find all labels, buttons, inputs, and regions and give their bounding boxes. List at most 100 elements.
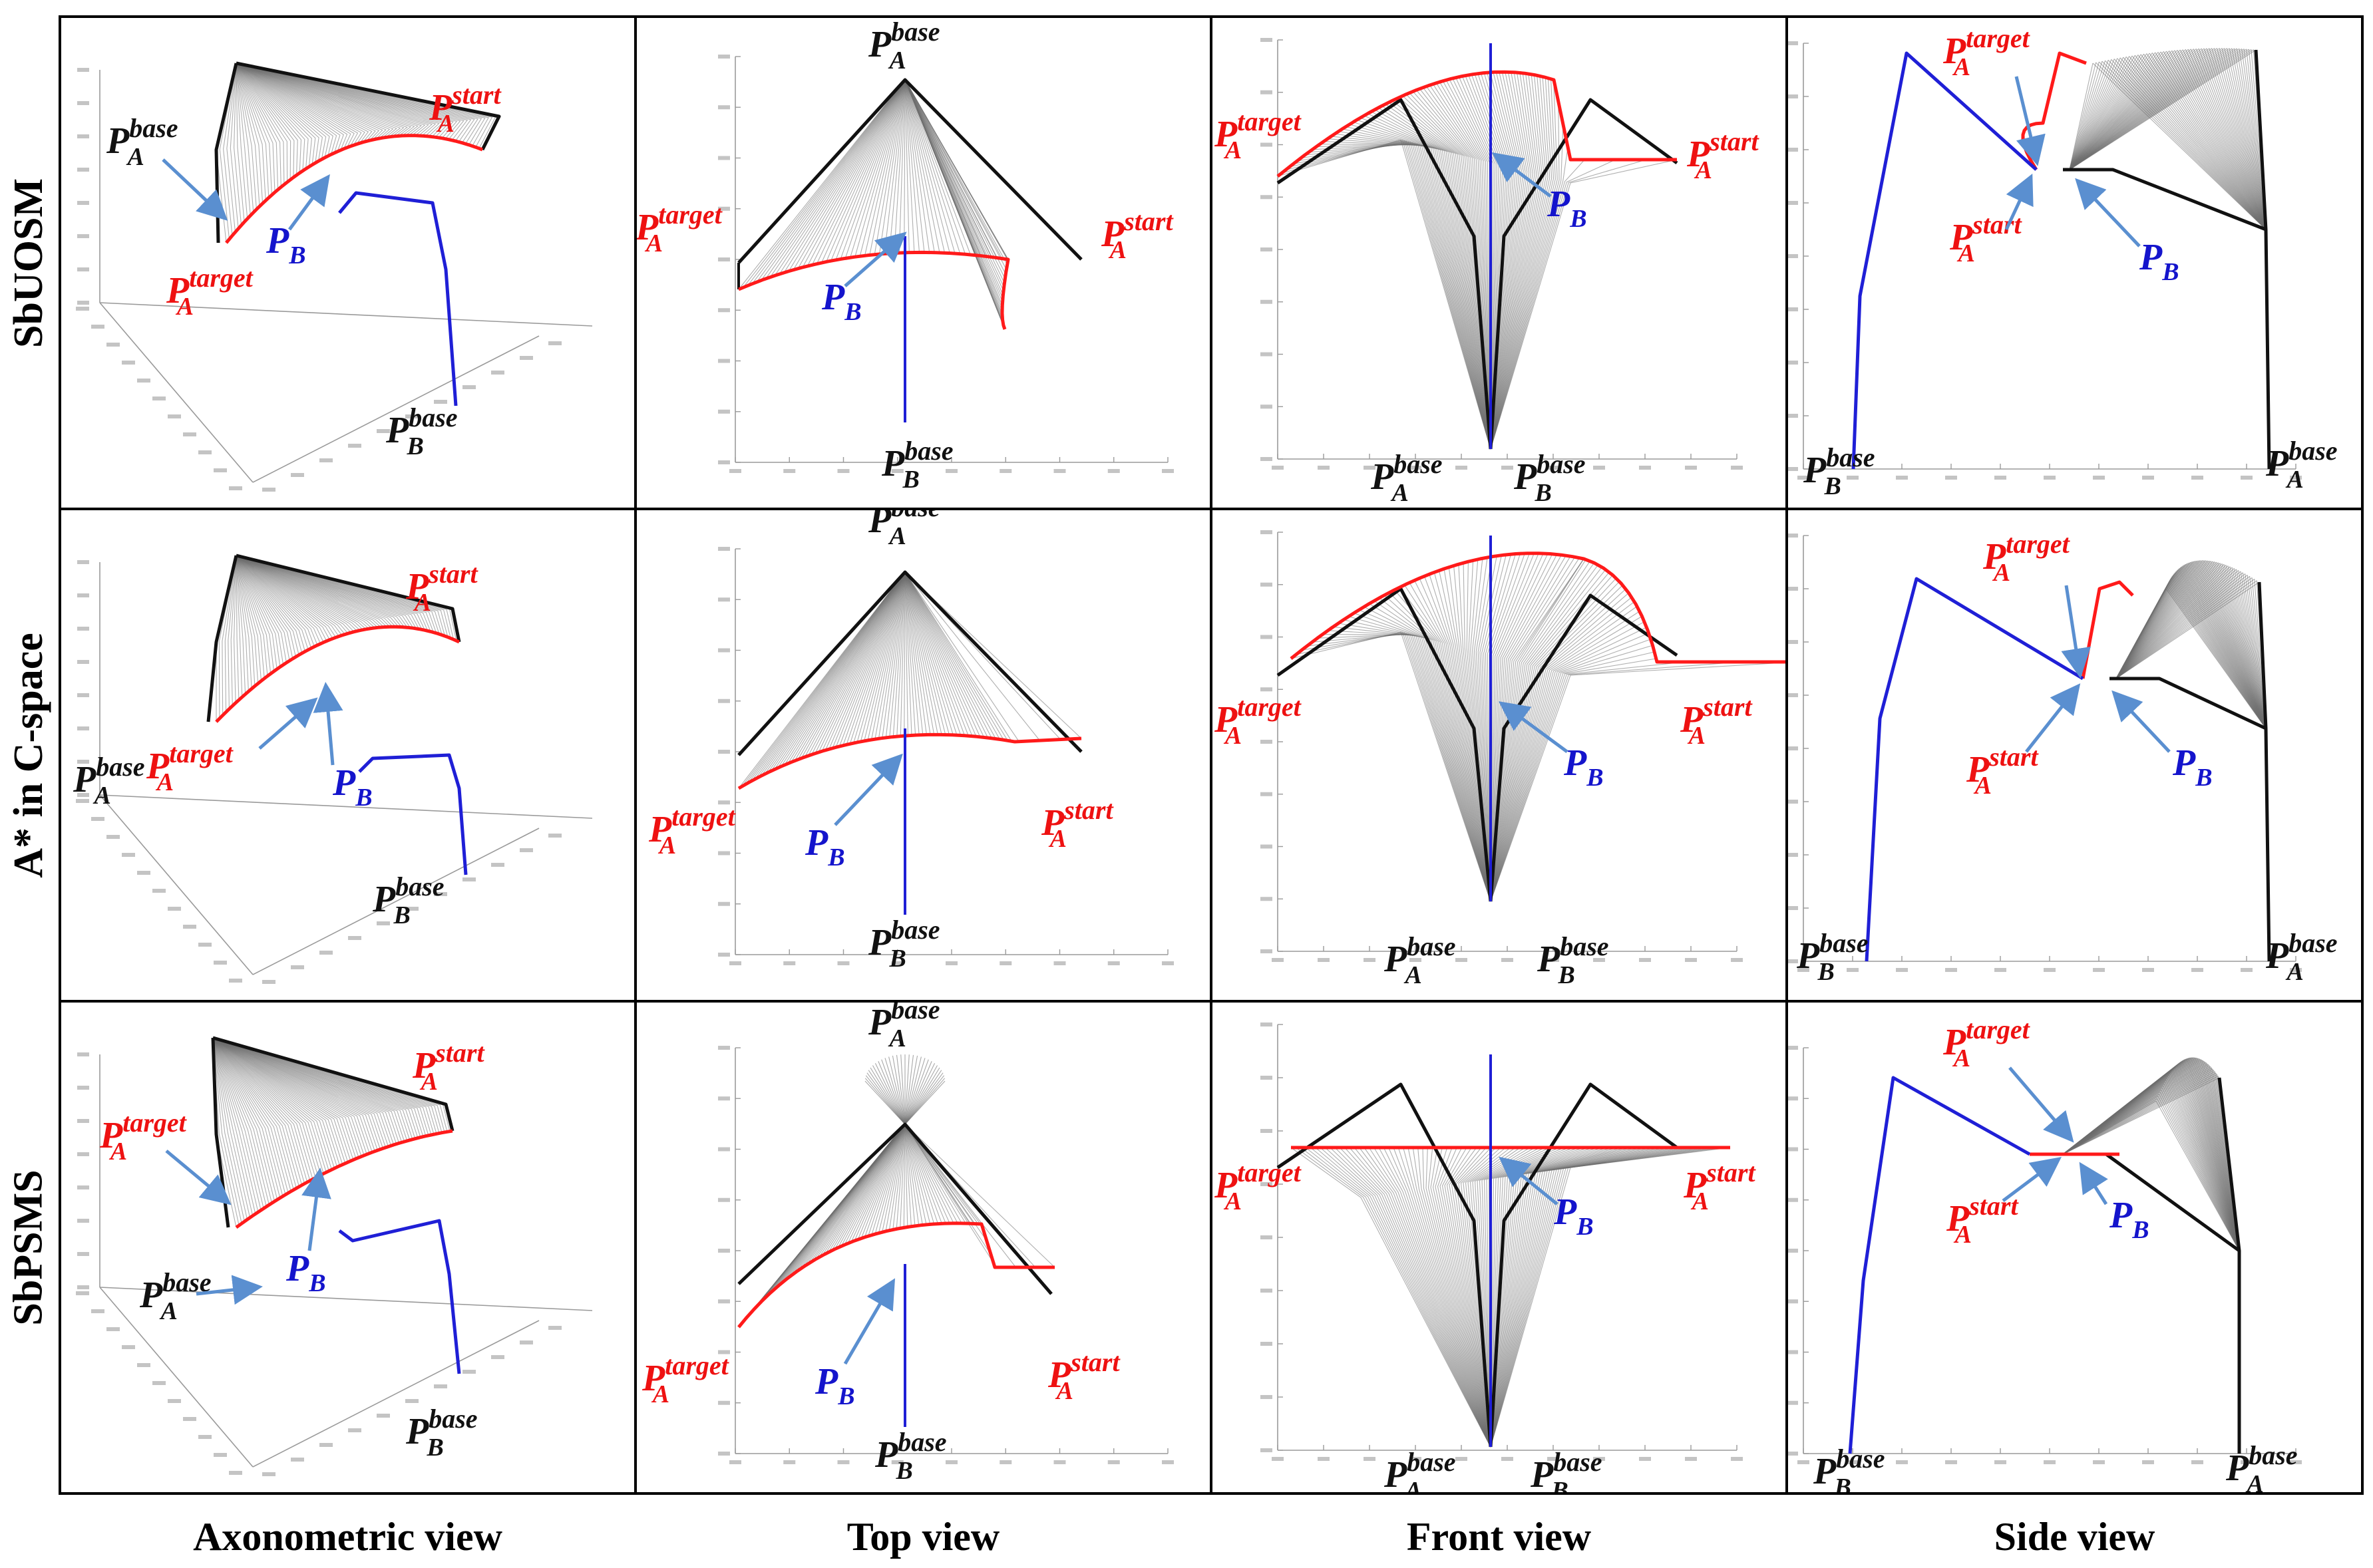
panel-sbuosm-top: Pbase A Ptarget A Pstart A PB Pbase B xyxy=(635,17,1174,494)
panel-content: Ptarget A Pstart A PB Pbase A Pbase B xyxy=(1214,38,1759,507)
label-pb-base: Pbase B xyxy=(1513,449,1586,507)
axes xyxy=(718,55,1174,473)
panel-sbpsms-axonometric: Pstart A Ptarget A PB Pbase A Pbase B xyxy=(76,1036,593,1476)
label-pa-start: Pstart A xyxy=(1946,1191,2019,1249)
panel-sbpsms-top: Pbase A Ptarget A Pstart A PB Pbase B xyxy=(641,995,1174,1485)
swept-links-lobe xyxy=(864,1054,946,1125)
label-pa-start: Pstart A xyxy=(1101,206,1174,264)
label-pa-target: Ptarget A xyxy=(648,802,737,860)
label-pa-target: Ptarget A xyxy=(1942,1015,2031,1072)
arrow-pa-start xyxy=(2025,683,2081,753)
label-pa-base: Pbase A xyxy=(73,752,145,810)
axes-3d xyxy=(76,68,593,492)
label-pa-base: Pbase A xyxy=(2265,436,2338,494)
arrow-pb xyxy=(287,174,330,231)
label-pb-base: Pbase B xyxy=(881,436,954,494)
arrow-pb xyxy=(1498,701,1568,754)
label-pa-target: Ptarget A xyxy=(635,200,723,257)
label-pa-start: Pstart A xyxy=(1047,1347,1121,1405)
axes xyxy=(1260,530,1743,962)
arrow-pa-start xyxy=(2004,173,2034,231)
robot-b-arm xyxy=(1865,577,2084,962)
label-pa-target: Ptarget A xyxy=(99,1108,188,1166)
robot-a-link-final xyxy=(2257,581,2271,962)
label-pb-base: Pbase B xyxy=(405,1404,478,1462)
swept-links xyxy=(738,1124,1055,1328)
robot-a-link-left xyxy=(1276,587,1493,902)
label-pb-base: Pbase B xyxy=(385,402,458,460)
arrow-pb xyxy=(844,232,907,287)
robot-a-link-right xyxy=(1489,593,1678,902)
robot-a-link-left xyxy=(1276,98,1493,450)
robot-a-link-initial xyxy=(2063,168,2267,232)
label-pb: PB xyxy=(821,277,862,326)
label-pb: PB xyxy=(1547,184,1587,233)
robot-a-end-effector-path xyxy=(737,732,1082,790)
axes xyxy=(1260,1022,1743,1461)
arrow-pb xyxy=(1499,1156,1558,1205)
label-pb-base: Pbase B xyxy=(1813,1444,1885,1501)
label-pa-start: Pstart A xyxy=(1683,1158,1756,1215)
arrow-pb xyxy=(313,682,343,766)
label-pa-target: Ptarget A xyxy=(1214,106,1302,164)
robot-a-link-right xyxy=(1489,98,1678,450)
robot-a-link-initial xyxy=(2109,677,2267,730)
label-pa-start: Pstart A xyxy=(429,80,502,138)
arrow-pa-base xyxy=(162,158,228,221)
label-pa-base: Pbase A xyxy=(2225,1440,2298,1498)
label-pb-base: Pbase B xyxy=(1803,442,1875,500)
swept-links-upper xyxy=(2115,559,2260,679)
robot-a-end-effector-path xyxy=(1276,70,1677,178)
robot-a-link-envelope xyxy=(737,570,1083,756)
label-pb: PB xyxy=(815,1361,855,1410)
label-pb-base: Pbase B xyxy=(1537,931,1609,989)
label-pa-base: Pbase A xyxy=(1383,931,1456,989)
panel-content: Pstart A Ptarget A PB Pbase A Pbase B xyxy=(76,1036,593,1476)
robot-a-link-final xyxy=(236,553,461,643)
axes xyxy=(1787,41,2302,480)
label-pb-base: Pbase B xyxy=(868,915,940,973)
robot-a-link-envelope xyxy=(737,1122,1053,1295)
panel-astar-side: Ptarget A Pstart A PB Pbase B Pbase A xyxy=(1787,529,2338,986)
label-pa-target: Ptarget A xyxy=(1214,1158,1302,1215)
label-pa-target: Ptarget A xyxy=(1942,23,2031,81)
robot-a-link-right xyxy=(1489,1082,1678,1448)
robot-b-arm xyxy=(338,191,458,406)
label-pb: PB xyxy=(285,1248,326,1297)
robot-a-link-final xyxy=(2254,49,2271,470)
label-pa-base: Pbase A xyxy=(868,995,940,1052)
robot-a-end-effector-path xyxy=(235,1129,453,1229)
axes-3d xyxy=(76,560,593,984)
label-pb: PB xyxy=(2109,1195,2149,1244)
arrow-pb xyxy=(2111,690,2171,753)
label-pb: PB xyxy=(332,762,373,812)
robot-a-end-effector-path xyxy=(215,625,460,723)
axes xyxy=(718,1046,1174,1464)
panel-sbpsms-side: Ptarget A Pstart A PB Pbase B Pbase A xyxy=(1787,1015,2302,1501)
label-pa-target: Ptarget A xyxy=(166,263,254,321)
panel-sbpsms-front: Ptarget A Pstart A PB Pbase A Pbase B xyxy=(1214,1022,1756,1505)
swept-links xyxy=(1277,72,1678,450)
robot-a-end-effector-path xyxy=(225,134,483,244)
label-pa-base: Pbase A xyxy=(1383,1447,1456,1505)
swept-links xyxy=(738,571,1082,789)
arrow-pa-target xyxy=(2014,76,2046,166)
label-pb-base: Pbase B xyxy=(1530,1447,1602,1505)
swept-links xyxy=(738,79,1009,330)
arrow-pa-start xyxy=(2002,1157,2062,1202)
label-pa-start: Pstart A xyxy=(1686,126,1759,184)
column-label-axonometric: Axonometric view xyxy=(193,1514,502,1559)
robot-a-link-envelope xyxy=(737,78,1083,264)
swept-links-upper xyxy=(2062,1057,2220,1155)
label-pb-base: Pbase B xyxy=(372,871,445,929)
label-pa-target: Ptarget A xyxy=(146,738,234,796)
column-label-top: Top view xyxy=(846,1514,1000,1559)
label-pa-base: Pbase A xyxy=(1370,449,1443,507)
